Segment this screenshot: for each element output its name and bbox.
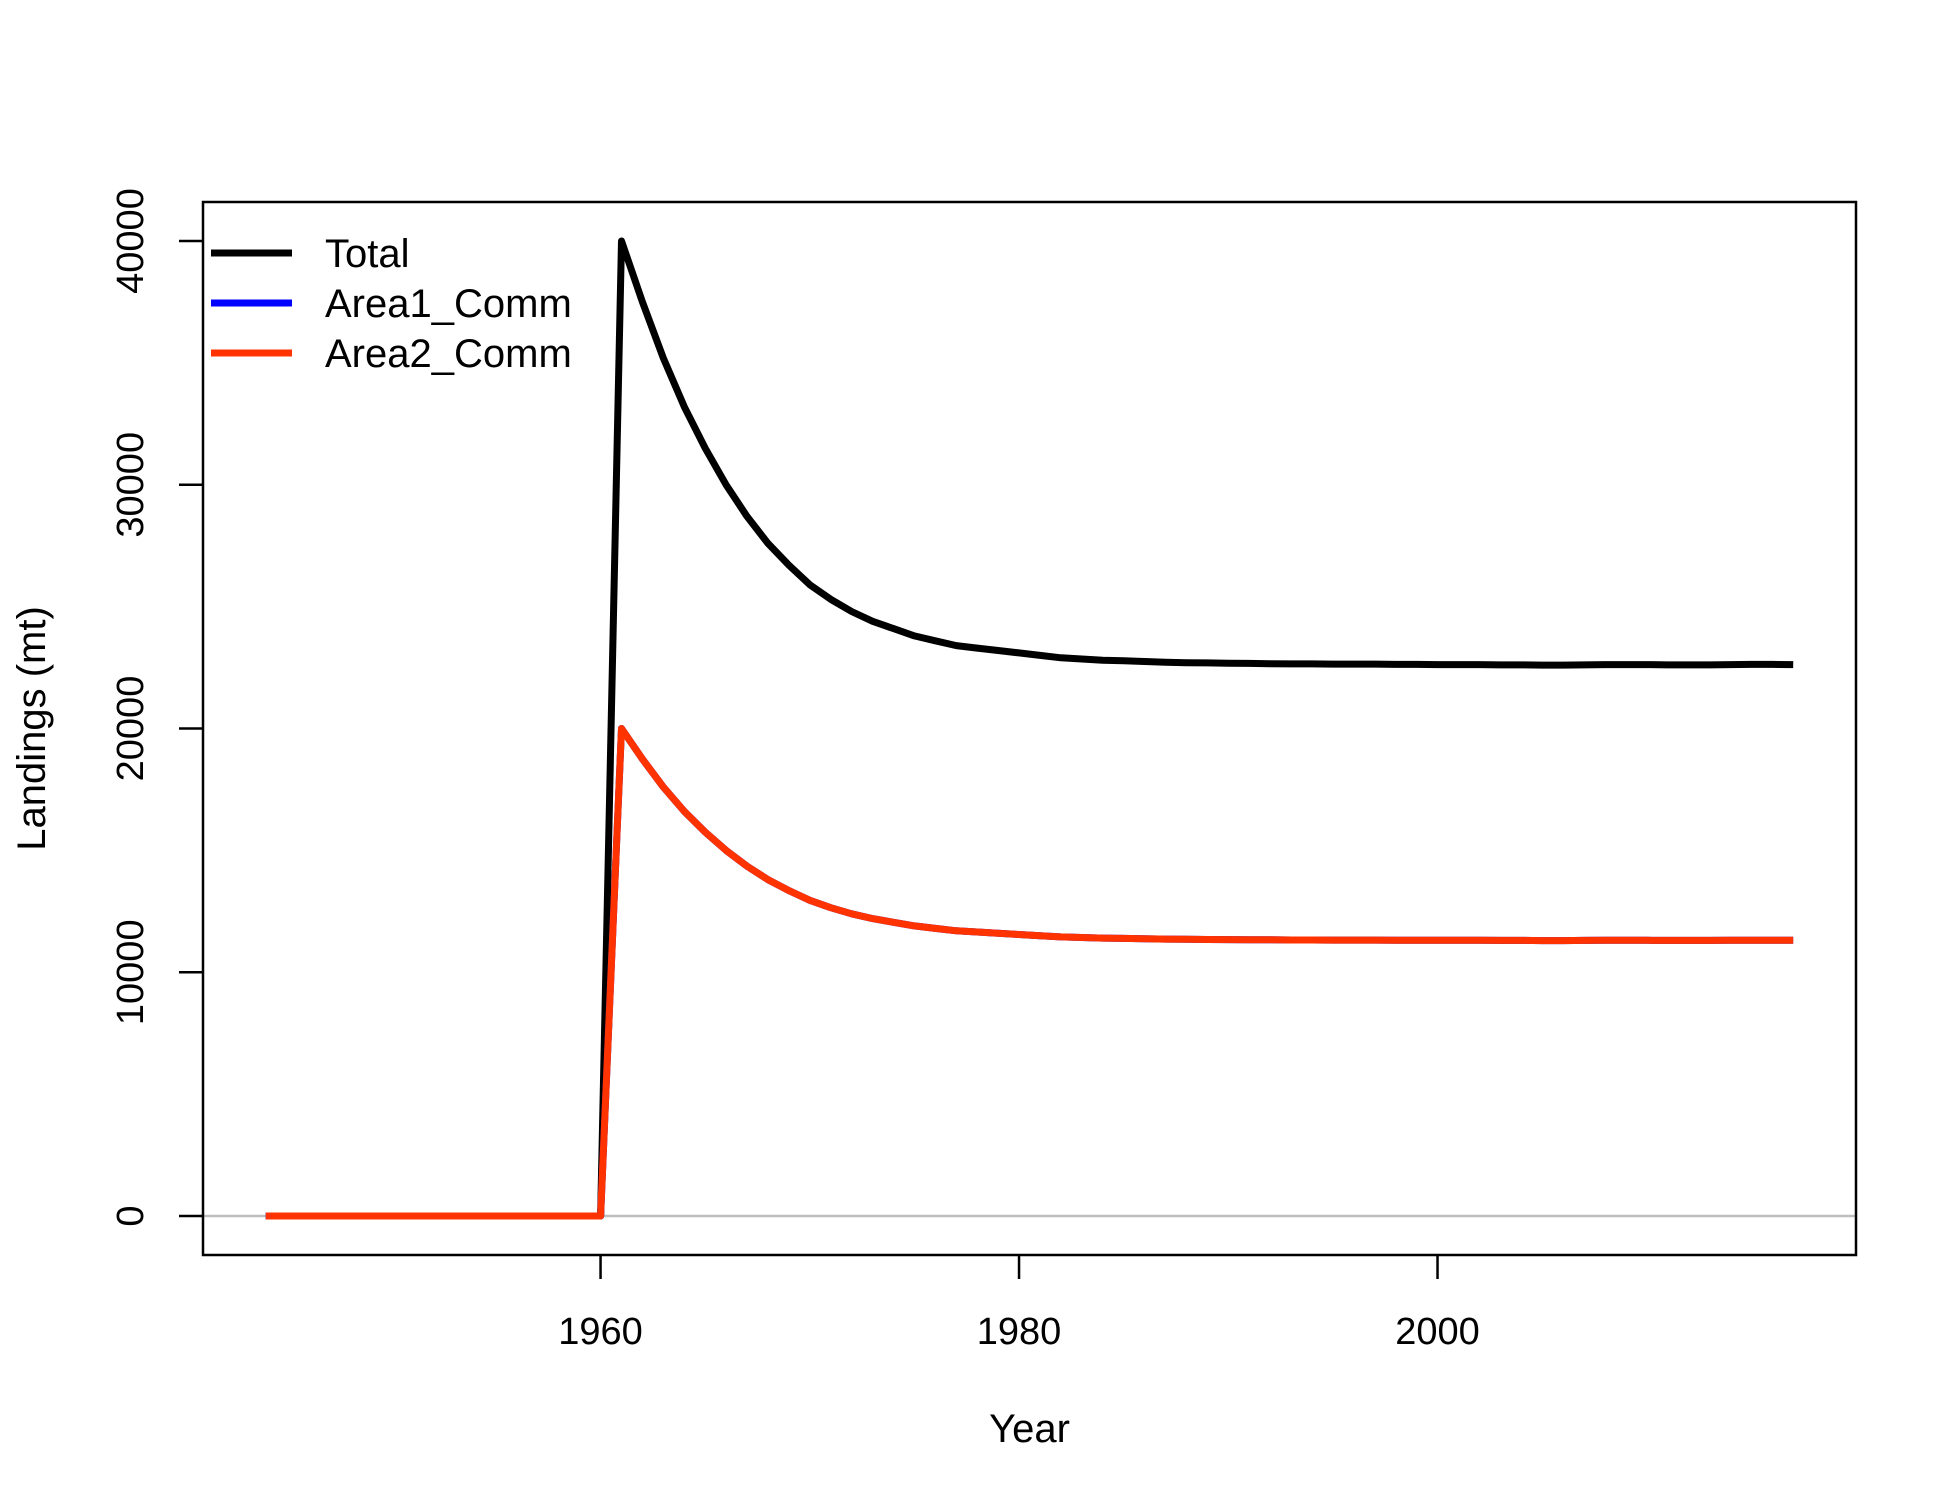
x-tick-label: 1980 [977, 1311, 1062, 1353]
y-tick-label: 0 [110, 1205, 152, 1226]
series-line-area2-comm [265, 725, 1794, 1220]
series-layer [265, 237, 1794, 1220]
x-axis: 1960 1980 2000 [558, 1255, 1480, 1353]
y-tick-label: 10000 [110, 919, 152, 1025]
y-axis: 0 10000 20000 30000 40000 [110, 188, 203, 1227]
legend-label: Total [325, 232, 410, 276]
x-axis-title: Year [989, 1407, 1070, 1451]
y-tick-label: 40000 [110, 188, 152, 294]
legend: Total Area1_Comm Area2_Comm [211, 232, 572, 376]
legend-label: Area2_Comm [325, 332, 572, 376]
y-axis-title: Landings (mt) [10, 606, 54, 851]
x-tick-label: 1960 [558, 1311, 643, 1353]
y-tick-label: 20000 [110, 676, 152, 782]
legend-label: Area1_Comm [325, 282, 572, 326]
x-tick-label: 2000 [1395, 1311, 1480, 1353]
y-tick-label: 30000 [110, 432, 152, 538]
